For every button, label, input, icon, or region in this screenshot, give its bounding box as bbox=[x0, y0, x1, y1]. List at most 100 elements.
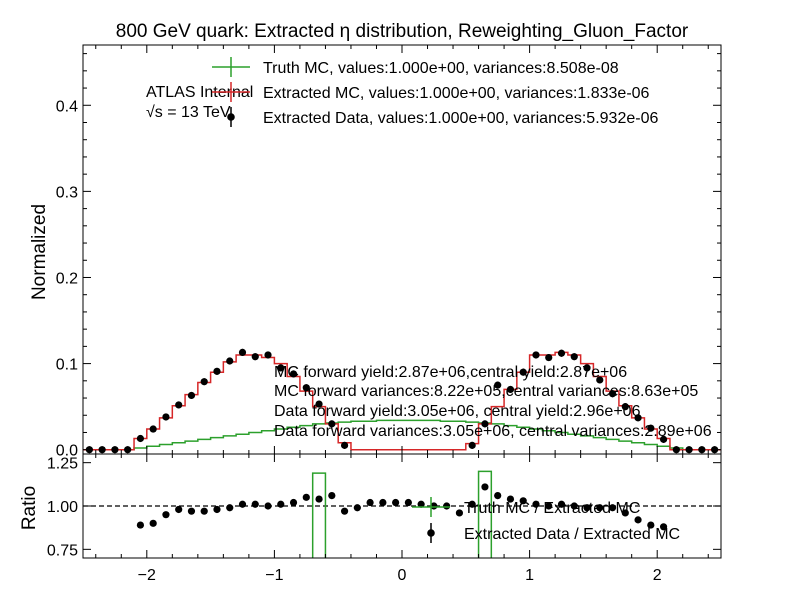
annotation-data-yield: Data forward yield:3.05e+06, central yie… bbox=[274, 403, 641, 420]
extracted-data-point bbox=[659, 435, 668, 443]
extracted-data-point bbox=[187, 391, 196, 400]
annotation-mc-yield: MC forward yield:2.87e+06,central yield:… bbox=[274, 364, 627, 381]
truth-mc-histogram bbox=[83, 419, 721, 451]
extracted-data-point bbox=[289, 370, 298, 378]
data-ratio-point bbox=[175, 505, 183, 514]
main-y-axis-label: Normalized bbox=[29, 204, 50, 300]
extracted-data-point bbox=[532, 351, 540, 359]
extracted-data-point bbox=[647, 424, 655, 432]
extracted-data-point bbox=[494, 381, 502, 389]
extracted-data-point bbox=[557, 349, 566, 357]
extracted-data-point bbox=[226, 357, 234, 365]
data-ratio-point bbox=[647, 521, 655, 529]
ratio-y-tick-label: 0.75 bbox=[47, 542, 78, 559]
extracted-data-point bbox=[608, 390, 617, 398]
legend-truth-mc: Truth MC, values:1.000e+00, variances:8.… bbox=[212, 57, 619, 77]
legend-extracted-data-marker bbox=[227, 113, 235, 121]
data-ratio-point bbox=[379, 498, 387, 507]
annotation-mc-variances: MC forward variances:8.22e+05,central va… bbox=[274, 383, 698, 400]
data-ratio-point bbox=[353, 504, 361, 512]
legend-data-ratio-marker bbox=[427, 529, 435, 537]
extracted-data-point bbox=[545, 353, 553, 362]
extracted-data-point bbox=[213, 367, 221, 375]
data-ratio-point bbox=[608, 504, 617, 512]
data-ratio-point bbox=[213, 505, 221, 514]
ratio-x-tick-label: −2 bbox=[138, 567, 156, 584]
extracted-data-point bbox=[302, 384, 310, 392]
extracted-data-point bbox=[136, 434, 145, 443]
ratio-plot-area bbox=[83, 470, 721, 558]
extracted-data-point bbox=[685, 446, 693, 454]
extracted-data-point bbox=[124, 446, 132, 454]
main-panel: 0.0 0.1 0.2 0.3 0.4 Normalized ATLAS Interna… bbox=[29, 44, 722, 460]
data-ratio-point bbox=[200, 507, 208, 515]
ratio-y-axis-label: Ratio bbox=[19, 486, 40, 530]
ratio-x-tick-label: 0 bbox=[398, 567, 407, 584]
data-ratio-point bbox=[634, 516, 642, 524]
main-y-tick-label: 0.1 bbox=[56, 357, 78, 374]
legend-extracted-data: Extracted Data, values:1.000e+00, varian… bbox=[227, 107, 658, 127]
ratio-panel: 0.75 1.00 1.25 −2 −1 0 1 2 Ratio Truth MC / Ex… bbox=[19, 453, 722, 584]
extracted-data-point bbox=[200, 378, 208, 386]
legend-truth-mc-label: Truth MC, values:1.000e+00, variances:8.… bbox=[263, 60, 619, 77]
extracted-data-point bbox=[315, 400, 323, 408]
data-ratio-point bbox=[315, 495, 323, 503]
data-ratio-point bbox=[455, 509, 464, 517]
energy-label: √s = 13 TeV bbox=[146, 104, 231, 121]
data-ratio-point bbox=[264, 502, 272, 510]
legend-extracted-mc: Extracted MC, values:1.000e+00, variance… bbox=[212, 82, 650, 102]
extracted-data-point bbox=[251, 353, 259, 361]
data-ratio-point bbox=[443, 502, 451, 510]
data-ratio-point bbox=[251, 500, 259, 508]
data-ratio-point bbox=[149, 519, 157, 527]
extracted-data-point bbox=[621, 403, 629, 411]
main-y-ticks: 0.0 0.1 0.2 0.3 0.4 bbox=[56, 53, 721, 460]
data-ratio-point bbox=[238, 500, 247, 508]
extracted-data-point bbox=[519, 368, 527, 376]
data-ratio-point bbox=[659, 523, 668, 531]
legend-data-ratio: Extracted Data / Extracted MC bbox=[427, 523, 680, 543]
extracted-data-point bbox=[162, 413, 170, 421]
data-ratio-point bbox=[277, 500, 285, 508]
yield-annotations: MC forward yield:2.87e+06,central yield:… bbox=[274, 364, 712, 440]
extracted-data-point bbox=[277, 364, 285, 372]
data-ratio-point bbox=[328, 492, 336, 500]
chart-title: 800 GeV quark: Extracted η distribution,… bbox=[116, 21, 689, 42]
extracted-data-point bbox=[672, 446, 680, 454]
data-ratio-point bbox=[481, 483, 489, 491]
atlas-label: ATLAS Internal bbox=[146, 84, 253, 101]
main-y-tick-label: 0.3 bbox=[56, 184, 78, 201]
ratio-x-ticks: −2 −1 0 1 2 bbox=[95, 454, 709, 584]
main-plot-area bbox=[83, 348, 721, 454]
data-ratio-point bbox=[226, 504, 234, 512]
extracted-data-point bbox=[481, 420, 489, 428]
data-ratio-point bbox=[468, 500, 476, 508]
extracted-data-point bbox=[634, 414, 642, 422]
extracted-data-point bbox=[238, 348, 247, 356]
main-legend: Truth MC, values:1.000e+00, variances:8.… bbox=[212, 57, 658, 127]
extracted-data-point bbox=[149, 425, 157, 433]
truth-ratio-bar bbox=[311, 472, 327, 558]
extracted-data-point bbox=[264, 351, 272, 359]
extracted-data-point bbox=[328, 420, 336, 428]
ratio-x-tick-label: −1 bbox=[265, 567, 283, 584]
main-y-tick-label: 0.0 bbox=[56, 443, 78, 460]
ratio-x-tick-label: 2 bbox=[653, 567, 662, 584]
legend-truth-ratio: Truth MC / Extracted MC bbox=[412, 497, 640, 517]
data-ratio-point bbox=[570, 502, 578, 510]
data-ratio-point bbox=[494, 492, 502, 500]
extracted-data-point bbox=[340, 441, 349, 449]
legend-truth-ratio-label: Truth MC / Extracted MC bbox=[464, 500, 640, 517]
extracted-data-point bbox=[583, 364, 591, 372]
extracted-data-point bbox=[506, 385, 515, 394]
data-ratio-point bbox=[506, 495, 515, 503]
truth-ratio-bar bbox=[477, 470, 493, 558]
data-ratio-point bbox=[404, 498, 412, 507]
main-x-ticks bbox=[95, 45, 709, 454]
data-ratio-point bbox=[557, 500, 566, 508]
data-ratio-point bbox=[136, 521, 145, 529]
data-ratio-point bbox=[583, 504, 591, 512]
legend-data-ratio-label: Extracted Data / Extracted MC bbox=[464, 526, 680, 543]
data-ratio-point bbox=[430, 502, 438, 510]
